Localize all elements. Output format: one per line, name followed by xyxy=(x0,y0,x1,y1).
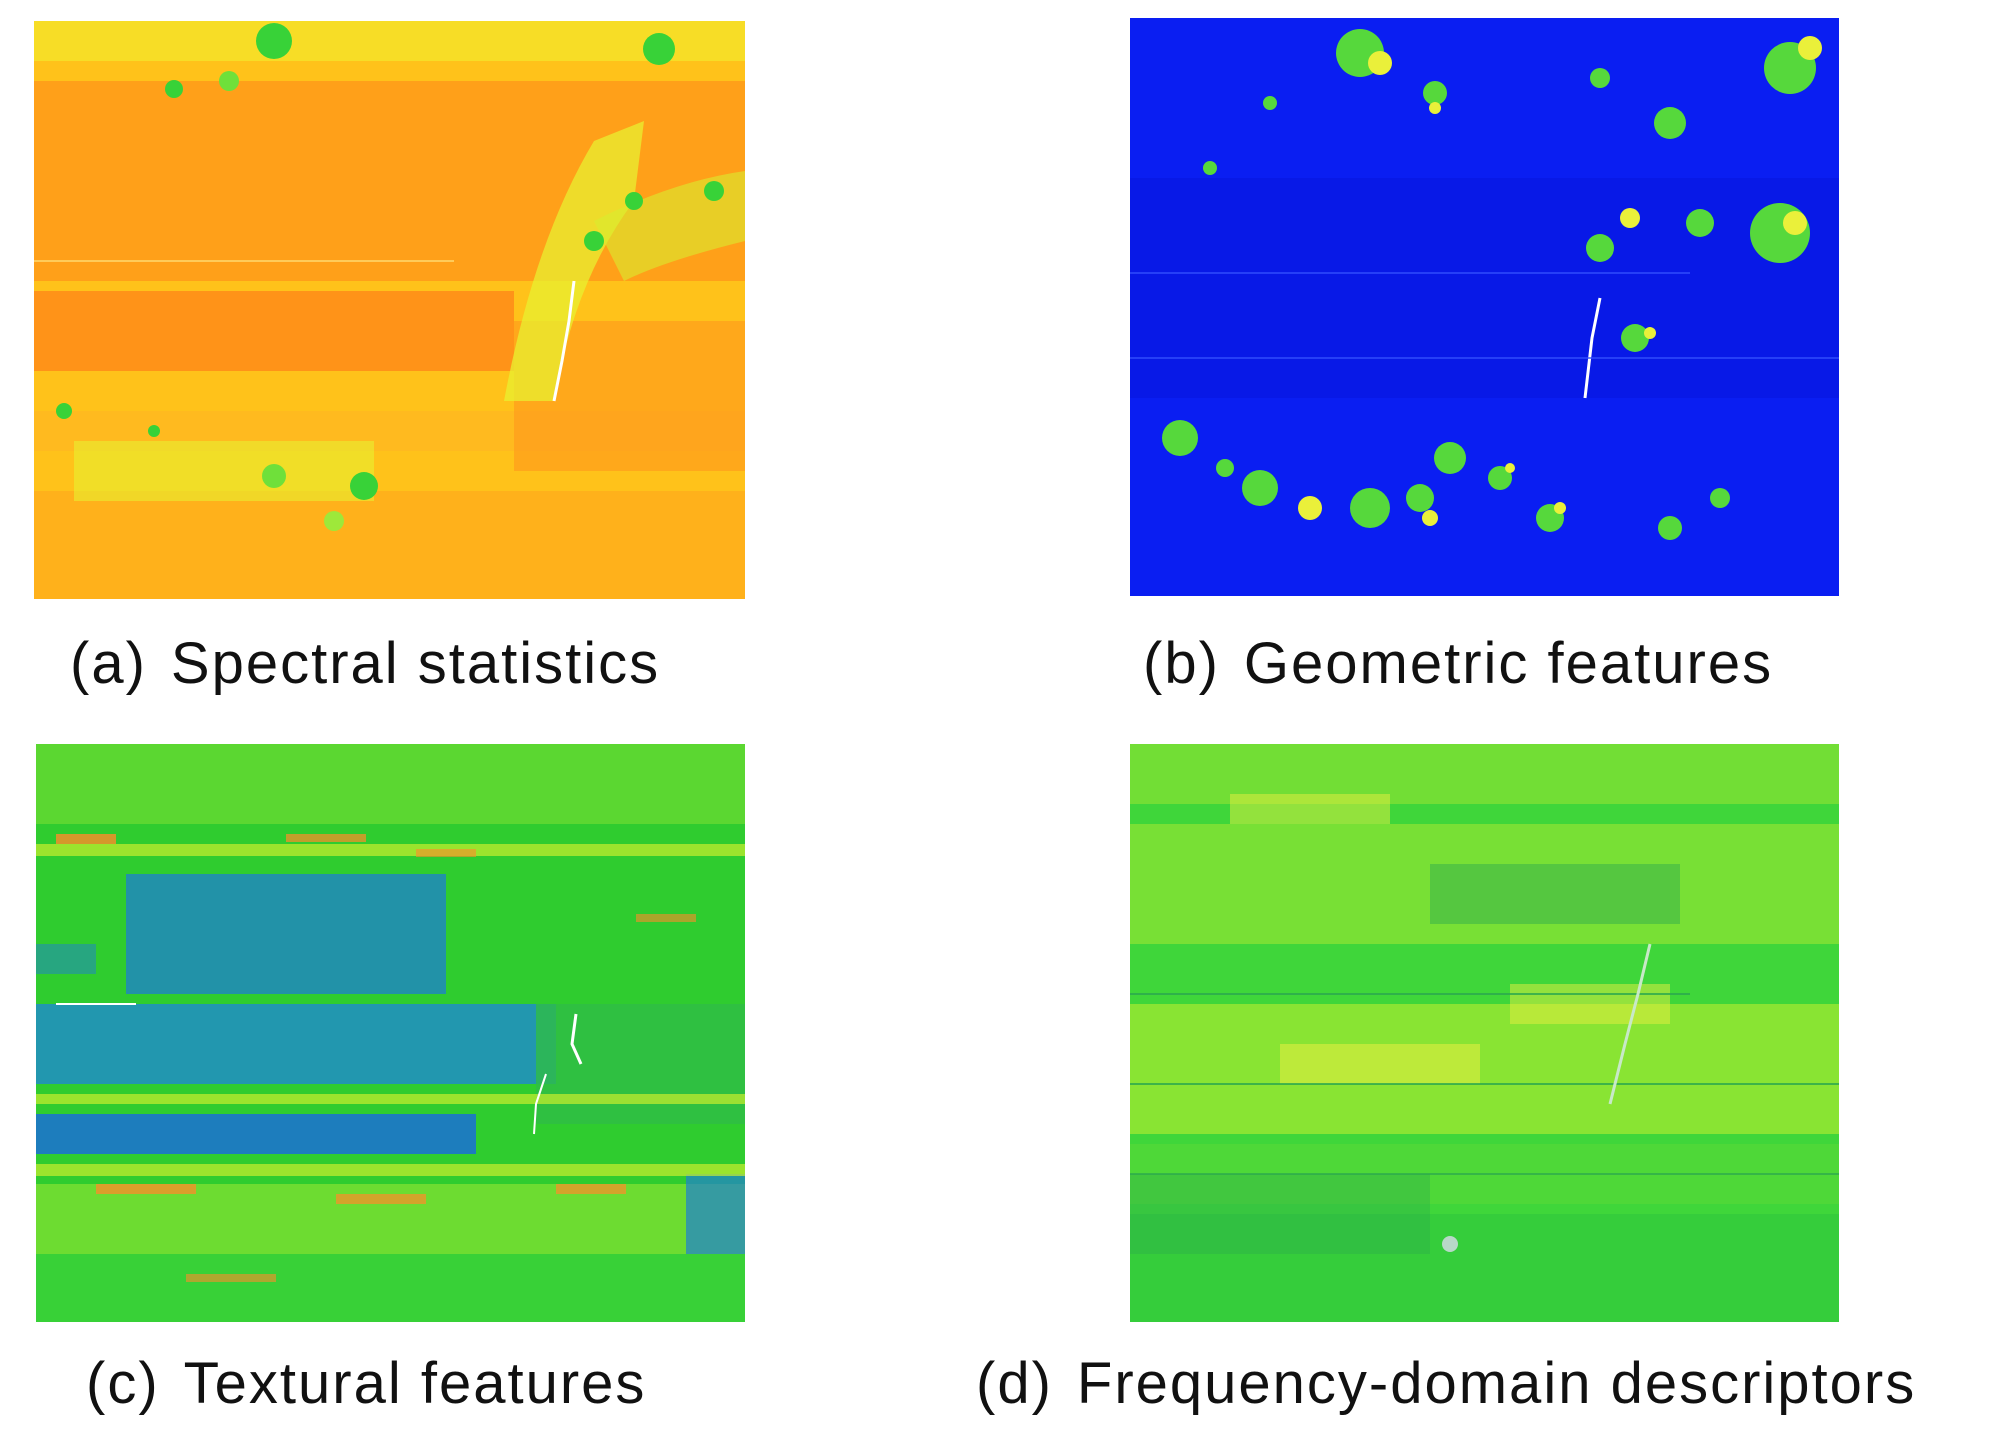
heatmap-panel-b xyxy=(1130,18,1839,596)
caption-label: Textural features xyxy=(183,1351,647,1416)
caption-a: (a) Spectral statistics xyxy=(70,635,660,693)
caption-label: Spectral statistics xyxy=(170,631,661,696)
heatmap-panel-d xyxy=(1130,744,1839,1322)
heatmap-panel-c xyxy=(36,744,745,1322)
caption-label: Geometric features xyxy=(1243,631,1774,696)
caption-label: Frequency-domain descriptors xyxy=(1076,1351,1917,1416)
caption-tag: (b) xyxy=(1143,631,1220,696)
caption-tag: (a) xyxy=(70,631,147,696)
caption-tag: (d) xyxy=(976,1351,1053,1416)
heatmap-panel-a xyxy=(34,21,745,599)
caption-c: (c) Textural features xyxy=(86,1355,646,1413)
caption-d: (d) Frequency-domain descriptors xyxy=(976,1355,1916,1413)
caption-b: (b) Geometric features xyxy=(1143,635,1773,693)
caption-tag: (c) xyxy=(86,1351,160,1416)
